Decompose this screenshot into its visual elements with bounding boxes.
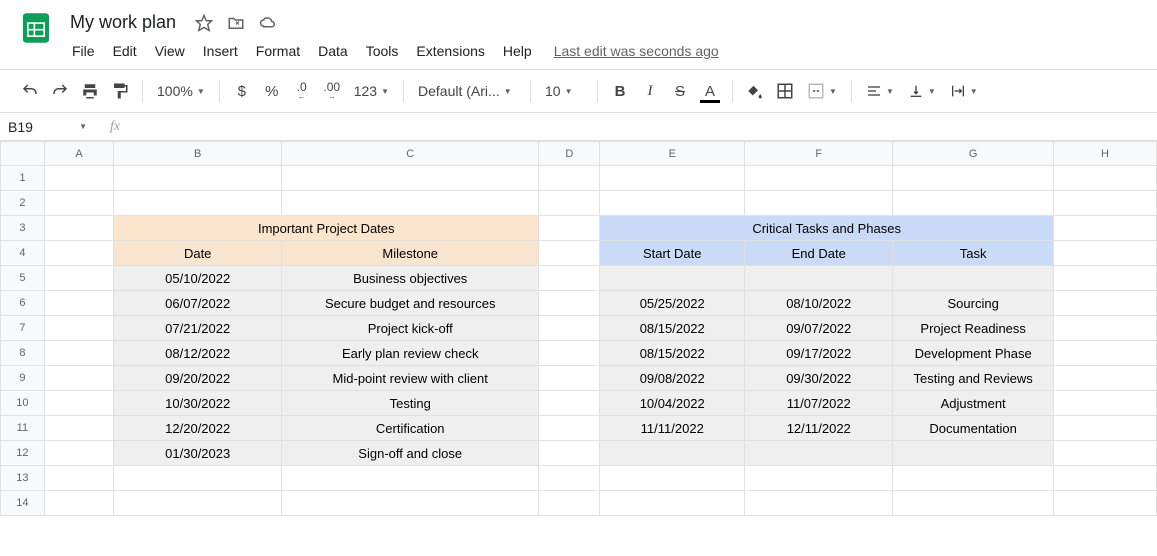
last-edit-link[interactable]: Last edit was seconds ago	[554, 43, 719, 59]
undo-button[interactable]	[16, 77, 44, 105]
row-header[interactable]: 7	[1, 316, 45, 341]
row-header[interactable]: 8	[1, 341, 45, 366]
print-button[interactable]	[76, 77, 104, 105]
row-header[interactable]: 5	[1, 266, 45, 291]
row-header[interactable]: 14	[1, 491, 45, 516]
section1-title[interactable]: Important Project Dates	[114, 216, 539, 241]
sheets-logo[interactable]	[16, 8, 56, 48]
menu-help[interactable]: Help	[495, 39, 540, 63]
font-size-select[interactable]: 10▼	[539, 77, 589, 105]
col-header-E[interactable]: E	[600, 142, 745, 166]
col-header-D[interactable]: D	[539, 142, 600, 166]
toolbar: 100%▼ $ % .0← .00→ 123▼ Default (Ari...▼…	[0, 69, 1157, 113]
fx-icon: fx	[95, 119, 135, 135]
spreadsheet-grid[interactable]: A B C D E F G H 1 2 3 Important Project …	[0, 141, 1157, 516]
paint-format-button[interactable]	[106, 77, 134, 105]
name-box[interactable]: B19▼	[0, 119, 95, 135]
row-header[interactable]: 4	[1, 241, 45, 266]
text-wrap-button[interactable]: ▼	[944, 77, 984, 105]
increase-decimal-button[interactable]: .00→	[318, 77, 346, 105]
menu-edit[interactable]: Edit	[105, 39, 145, 63]
strikethrough-button[interactable]: S	[666, 77, 694, 105]
col-header-G[interactable]: G	[893, 142, 1053, 166]
section1-col-milestone[interactable]: Milestone	[282, 241, 539, 266]
section2-col-task[interactable]: Task	[893, 241, 1053, 266]
vertical-align-button[interactable]: ▼	[902, 77, 942, 105]
row-header[interactable]: 11	[1, 416, 45, 441]
document-title[interactable]: My work plan	[64, 10, 182, 35]
col-header-A[interactable]: A	[44, 142, 113, 166]
currency-button[interactable]: $	[228, 77, 256, 105]
row-header[interactable]: 6	[1, 291, 45, 316]
more-formats-select[interactable]: 123▼	[348, 77, 395, 105]
col-header-H[interactable]: H	[1053, 142, 1156, 166]
section2-title[interactable]: Critical Tasks and Phases	[600, 216, 1053, 241]
move-icon[interactable]	[226, 13, 246, 33]
row-header[interactable]: 1	[1, 166, 45, 191]
percent-button[interactable]: %	[258, 77, 286, 105]
decrease-decimal-button[interactable]: .0←	[288, 77, 316, 105]
menu-data[interactable]: Data	[310, 39, 356, 63]
text-color-button[interactable]: A	[696, 77, 724, 105]
row-header[interactable]: 2	[1, 191, 45, 216]
font-select[interactable]: Default (Ari...▼	[412, 77, 522, 105]
fill-color-button[interactable]	[741, 77, 769, 105]
section1-col-date[interactable]: Date	[114, 241, 282, 266]
redo-button[interactable]	[46, 77, 74, 105]
col-header-B[interactable]: B	[114, 142, 282, 166]
row-header[interactable]: 3	[1, 216, 45, 241]
menu-format[interactable]: Format	[248, 39, 308, 63]
formula-input[interactable]	[135, 119, 1157, 135]
bold-button[interactable]: B	[606, 77, 634, 105]
row-header[interactable]: 10	[1, 391, 45, 416]
menu-tools[interactable]: Tools	[358, 39, 407, 63]
star-icon[interactable]	[194, 13, 214, 33]
zoom-select[interactable]: 100%▼	[151, 77, 211, 105]
row-header[interactable]: 12	[1, 441, 45, 466]
row-header[interactable]: 13	[1, 466, 45, 491]
horizontal-align-button[interactable]: ▼	[860, 77, 900, 105]
cloud-icon[interactable]	[258, 13, 278, 33]
section2-col-start[interactable]: Start Date	[600, 241, 745, 266]
row-header[interactable]: 9	[1, 366, 45, 391]
col-header-F[interactable]: F	[745, 142, 893, 166]
merge-cells-button[interactable]: ▼	[801, 77, 843, 105]
menu-extensions[interactable]: Extensions	[408, 39, 492, 63]
select-all-corner[interactable]	[1, 142, 45, 166]
col-header-C[interactable]: C	[282, 142, 539, 166]
menu-file[interactable]: File	[64, 39, 103, 63]
menu-view[interactable]: View	[147, 39, 193, 63]
section2-col-end[interactable]: End Date	[745, 241, 893, 266]
menu-insert[interactable]: Insert	[195, 39, 246, 63]
italic-button[interactable]: I	[636, 77, 664, 105]
borders-button[interactable]	[771, 77, 799, 105]
menu-bar: File Edit View Insert Format Data Tools …	[64, 37, 1141, 69]
